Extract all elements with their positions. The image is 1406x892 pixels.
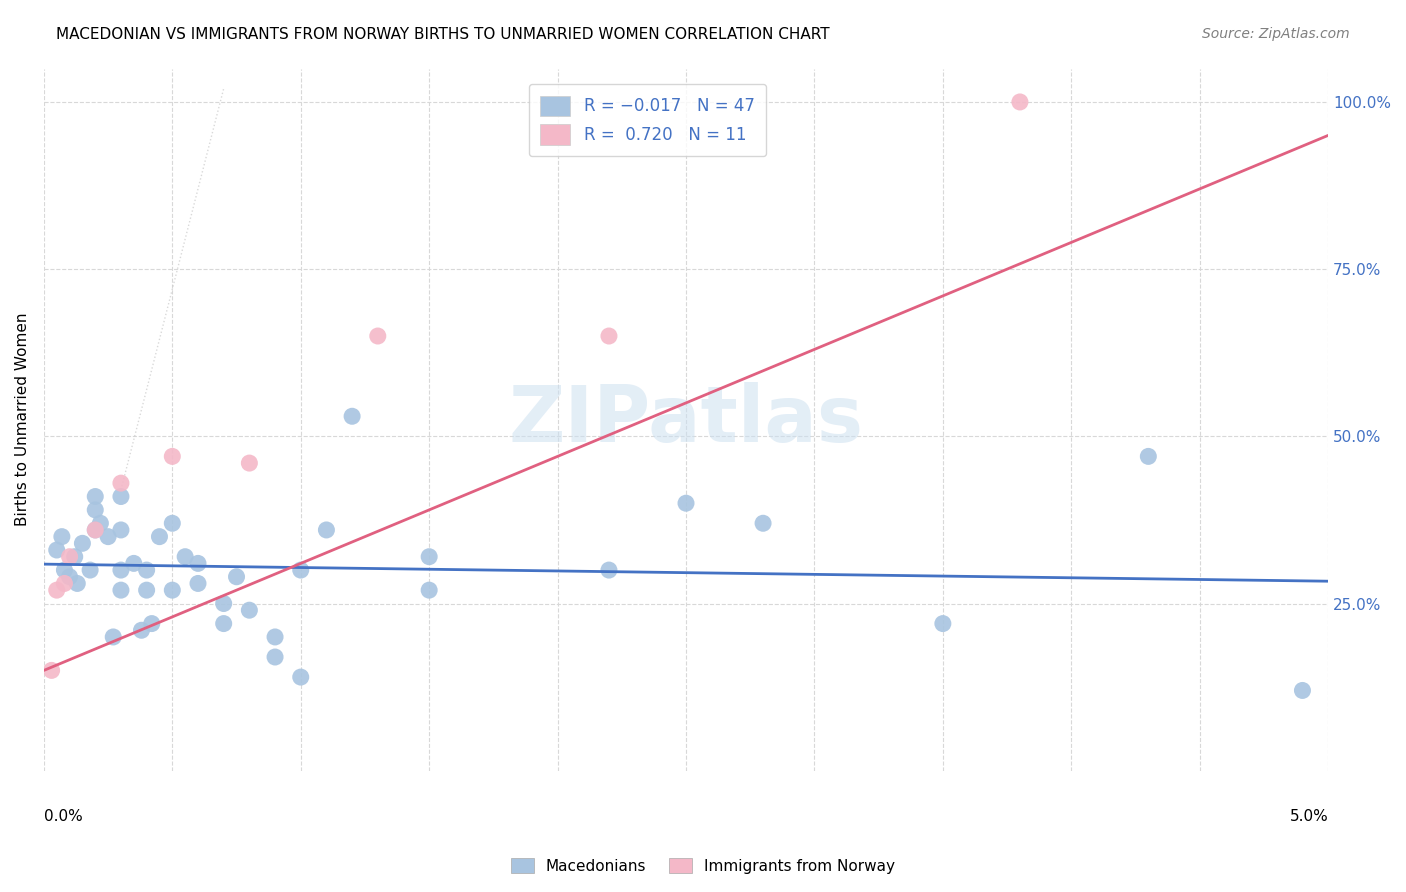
Point bbox=[53, 563, 76, 577]
Point bbox=[598, 329, 620, 343]
Point bbox=[162, 516, 184, 531]
Point bbox=[58, 570, 80, 584]
Point bbox=[72, 536, 94, 550]
Point bbox=[212, 616, 235, 631]
Point bbox=[187, 557, 209, 571]
Point bbox=[51, 530, 73, 544]
Point bbox=[63, 549, 86, 564]
Point bbox=[97, 530, 120, 544]
Point bbox=[1008, 95, 1031, 109]
Point bbox=[110, 563, 132, 577]
Point bbox=[212, 597, 235, 611]
Point bbox=[66, 576, 89, 591]
Point bbox=[89, 516, 111, 531]
Point bbox=[340, 409, 363, 424]
Legend: R = −0.017   N = 47, R =  0.720   N = 11: R = −0.017 N = 47, R = 0.720 N = 11 bbox=[529, 84, 766, 156]
Point bbox=[141, 616, 163, 631]
Point bbox=[41, 664, 63, 678]
Point bbox=[79, 563, 101, 577]
Point bbox=[162, 583, 184, 598]
Point bbox=[58, 549, 80, 564]
Point bbox=[122, 557, 145, 571]
Point bbox=[135, 583, 157, 598]
Point bbox=[162, 450, 184, 464]
Point bbox=[45, 583, 67, 598]
Point bbox=[290, 563, 312, 577]
Point bbox=[238, 456, 260, 470]
Point bbox=[752, 516, 775, 531]
Point bbox=[84, 490, 107, 504]
Point bbox=[238, 603, 260, 617]
Text: 5.0%: 5.0% bbox=[1289, 809, 1329, 824]
Y-axis label: Births to Unmarried Women: Births to Unmarried Women bbox=[15, 313, 30, 526]
Point bbox=[131, 624, 153, 638]
Point bbox=[53, 576, 76, 591]
Point bbox=[103, 630, 125, 644]
Point bbox=[174, 549, 197, 564]
Point bbox=[84, 523, 107, 537]
Point bbox=[110, 490, 132, 504]
Text: 0.0%: 0.0% bbox=[44, 809, 83, 824]
Text: MACEDONIAN VS IMMIGRANTS FROM NORWAY BIRTHS TO UNMARRIED WOMEN CORRELATION CHART: MACEDONIAN VS IMMIGRANTS FROM NORWAY BIR… bbox=[56, 27, 830, 42]
Point bbox=[264, 650, 287, 665]
Point bbox=[148, 530, 170, 544]
Point bbox=[135, 563, 157, 577]
Text: ZIPatlas: ZIPatlas bbox=[509, 382, 863, 458]
Point bbox=[84, 523, 107, 537]
Point bbox=[290, 670, 312, 684]
Point bbox=[45, 543, 67, 558]
Legend: Macedonians, Immigrants from Norway: Macedonians, Immigrants from Norway bbox=[505, 852, 901, 880]
Point bbox=[675, 496, 697, 510]
Point bbox=[418, 583, 440, 598]
Point bbox=[598, 563, 620, 577]
Point bbox=[367, 329, 389, 343]
Point bbox=[932, 616, 955, 631]
Point bbox=[110, 583, 132, 598]
Point bbox=[1291, 683, 1313, 698]
Point bbox=[1137, 450, 1160, 464]
Point bbox=[418, 549, 440, 564]
Point bbox=[187, 576, 209, 591]
Point bbox=[84, 503, 107, 517]
Point bbox=[110, 476, 132, 491]
Point bbox=[225, 570, 247, 584]
Point bbox=[110, 523, 132, 537]
Point bbox=[315, 523, 337, 537]
Text: Source: ZipAtlas.com: Source: ZipAtlas.com bbox=[1202, 27, 1350, 41]
Point bbox=[264, 630, 287, 644]
